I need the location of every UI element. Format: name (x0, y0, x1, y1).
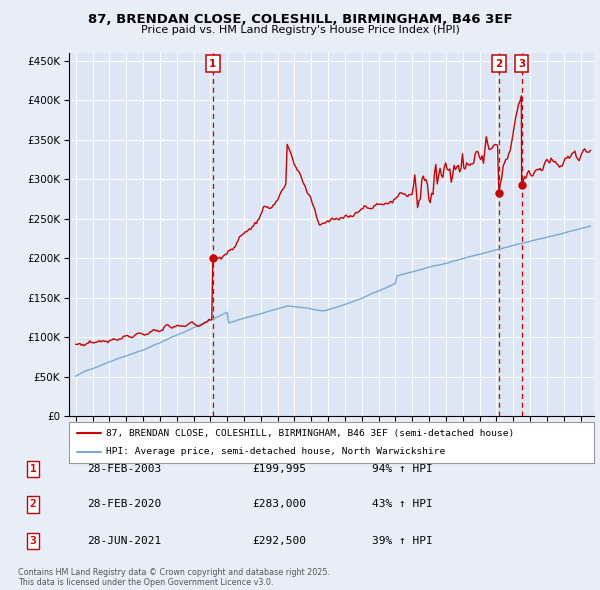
Text: 3: 3 (518, 58, 525, 68)
Text: 28-FEB-2003: 28-FEB-2003 (87, 464, 161, 474)
Text: HPI: Average price, semi-detached house, North Warwickshire: HPI: Average price, semi-detached house,… (106, 447, 445, 457)
Text: 2: 2 (496, 58, 503, 68)
Text: 43% ↑ HPI: 43% ↑ HPI (372, 500, 433, 509)
Text: 1: 1 (29, 464, 37, 474)
Text: 87, BRENDAN CLOSE, COLESHILL, BIRMINGHAM, B46 3EF: 87, BRENDAN CLOSE, COLESHILL, BIRMINGHAM… (88, 13, 512, 26)
Text: 1: 1 (209, 58, 217, 68)
Text: 28-FEB-2020: 28-FEB-2020 (87, 500, 161, 509)
Text: 87, BRENDAN CLOSE, COLESHILL, BIRMINGHAM, B46 3EF (semi-detached house): 87, BRENDAN CLOSE, COLESHILL, BIRMINGHAM… (106, 428, 514, 438)
Text: £292,500: £292,500 (252, 536, 306, 546)
Text: Price paid vs. HM Land Registry's House Price Index (HPI): Price paid vs. HM Land Registry's House … (140, 25, 460, 35)
Text: 94% ↑ HPI: 94% ↑ HPI (372, 464, 433, 474)
Text: 28-JUN-2021: 28-JUN-2021 (87, 536, 161, 546)
Text: 2: 2 (29, 500, 37, 509)
Text: £283,000: £283,000 (252, 500, 306, 509)
Text: £199,995: £199,995 (252, 464, 306, 474)
Text: 39% ↑ HPI: 39% ↑ HPI (372, 536, 433, 546)
Text: Contains HM Land Registry data © Crown copyright and database right 2025.
This d: Contains HM Land Registry data © Crown c… (18, 568, 330, 587)
Text: 3: 3 (29, 536, 37, 546)
